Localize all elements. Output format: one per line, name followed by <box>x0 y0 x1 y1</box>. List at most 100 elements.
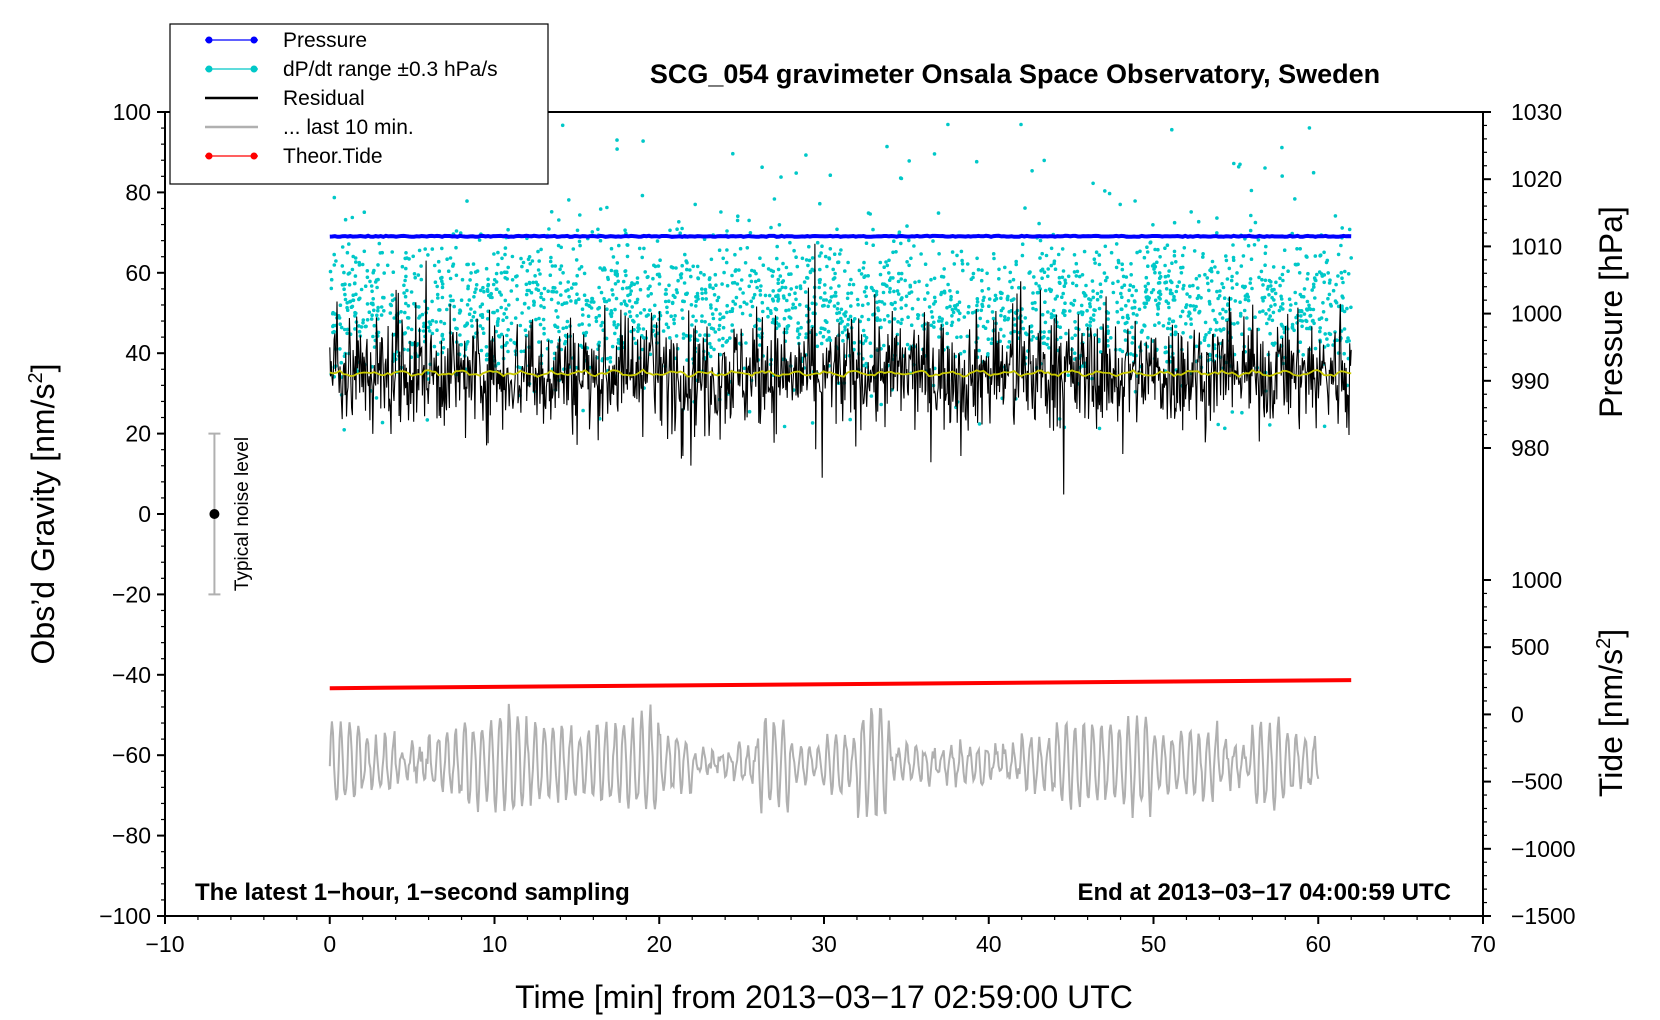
dpdt-point <box>1088 324 1092 328</box>
dpdt-point <box>985 319 990 324</box>
dpdt-point <box>680 226 684 231</box>
dpdt-point <box>361 318 366 322</box>
dpdt-point <box>708 354 713 359</box>
dpdt-point <box>1269 284 1273 288</box>
dpdt-point <box>1189 317 1193 321</box>
dpdt-point <box>1167 321 1171 326</box>
dpdt-point <box>499 271 504 275</box>
residual-mean-line <box>329 368 1352 378</box>
dpdt-point <box>1281 307 1285 311</box>
dpdt-point <box>328 269 333 274</box>
dpdt-point <box>950 250 955 254</box>
dpdt-point <box>1263 166 1267 170</box>
dpdt-point <box>575 292 579 297</box>
y-tide-tick-label: 500 <box>1511 634 1549 660</box>
dpdt-point <box>1063 281 1068 285</box>
dpdt-point <box>555 325 560 330</box>
dpdt-point <box>868 212 872 216</box>
dpdt-point <box>1170 319 1175 324</box>
dpdt-point <box>866 274 870 278</box>
dpdt-point <box>1156 290 1161 295</box>
dpdt-point <box>372 323 377 328</box>
dpdt-point <box>992 256 996 261</box>
dpdt-point <box>1075 269 1080 274</box>
dpdt-point <box>892 289 896 294</box>
dpdt-point <box>1267 317 1271 321</box>
dpdt-point <box>1326 296 1330 301</box>
dpdt-point <box>981 298 985 303</box>
dpdt-point <box>875 300 879 305</box>
dpdt-point <box>925 283 929 288</box>
plot-frame <box>164 111 1484 917</box>
dpdt-point <box>1049 263 1054 268</box>
dpdt-point <box>1116 279 1120 284</box>
dpdt-point <box>777 288 781 293</box>
legend-item: dP/dt range ±0.3 hPa/s <box>205 58 498 81</box>
dpdt-point <box>508 338 513 342</box>
dpdt-point <box>513 316 518 320</box>
dpdt-point <box>805 276 810 280</box>
dpdt-point <box>1270 295 1274 300</box>
dpdt-point <box>368 279 372 284</box>
dpdt-point <box>980 302 984 307</box>
dpdt-point <box>1282 248 1287 252</box>
dpdt-point <box>485 317 490 321</box>
dpdt-point <box>871 243 875 247</box>
dpdt-point <box>1023 206 1027 210</box>
dpdt-point <box>646 287 651 291</box>
dpdt-point <box>843 325 847 329</box>
dpdt-point <box>445 257 449 262</box>
dpdt-point <box>763 293 768 298</box>
dpdt-point <box>1053 297 1058 301</box>
dpdt-point <box>904 294 909 299</box>
dpdt-point <box>887 271 891 275</box>
dpdt-point <box>600 320 605 325</box>
dpdt-point <box>343 292 347 297</box>
dpdt-point <box>640 255 644 260</box>
dpdt-point <box>354 292 358 297</box>
dpdt-point <box>859 272 864 276</box>
dpdt-point <box>505 333 509 338</box>
dpdt-point <box>846 260 850 265</box>
dpdt-point <box>1153 247 1157 252</box>
dpdt-point <box>536 288 541 293</box>
dpdt-point <box>1051 308 1056 313</box>
dpdt-point <box>760 165 764 169</box>
legend-box <box>169 23 549 185</box>
dpdt-point <box>1333 214 1338 218</box>
dpdt-point <box>1106 331 1110 336</box>
dpdt-point <box>733 252 737 257</box>
dpdt-point <box>1293 197 1297 201</box>
dpdt-point <box>1163 246 1167 250</box>
dpdt-point <box>880 282 885 286</box>
dpdt-point <box>980 268 984 273</box>
dpdt-point <box>718 352 722 357</box>
dpdt-point <box>1307 303 1311 308</box>
dpdt-point <box>1172 249 1177 254</box>
dpdt-point <box>1301 353 1305 357</box>
dpdt-point <box>696 297 700 301</box>
dpdt-point <box>546 289 550 294</box>
dpdt-point <box>1132 305 1137 310</box>
dpdt-point <box>758 256 762 261</box>
dpdt-point <box>553 264 558 268</box>
dpdt-point <box>734 295 739 300</box>
dpdt-point <box>716 295 721 300</box>
dpdt-point <box>382 309 386 313</box>
dpdt-point <box>957 300 962 305</box>
dpdt-point <box>484 266 489 271</box>
dpdt-point <box>1170 280 1174 285</box>
dpdt-point <box>789 287 793 291</box>
dpdt-point <box>689 274 693 279</box>
dpdt-point <box>480 315 485 320</box>
dpdt-point <box>1201 255 1205 259</box>
dpdt-point <box>823 291 827 295</box>
dpdt-point <box>760 300 765 305</box>
dpdt-point <box>1057 275 1062 280</box>
dpdt-point <box>892 239 896 243</box>
dpdt-point <box>1093 261 1097 265</box>
dpdt-point <box>1211 308 1215 313</box>
dpdt-point <box>916 316 920 321</box>
dpdt-point <box>1134 288 1138 293</box>
dpdt-point <box>613 272 618 277</box>
